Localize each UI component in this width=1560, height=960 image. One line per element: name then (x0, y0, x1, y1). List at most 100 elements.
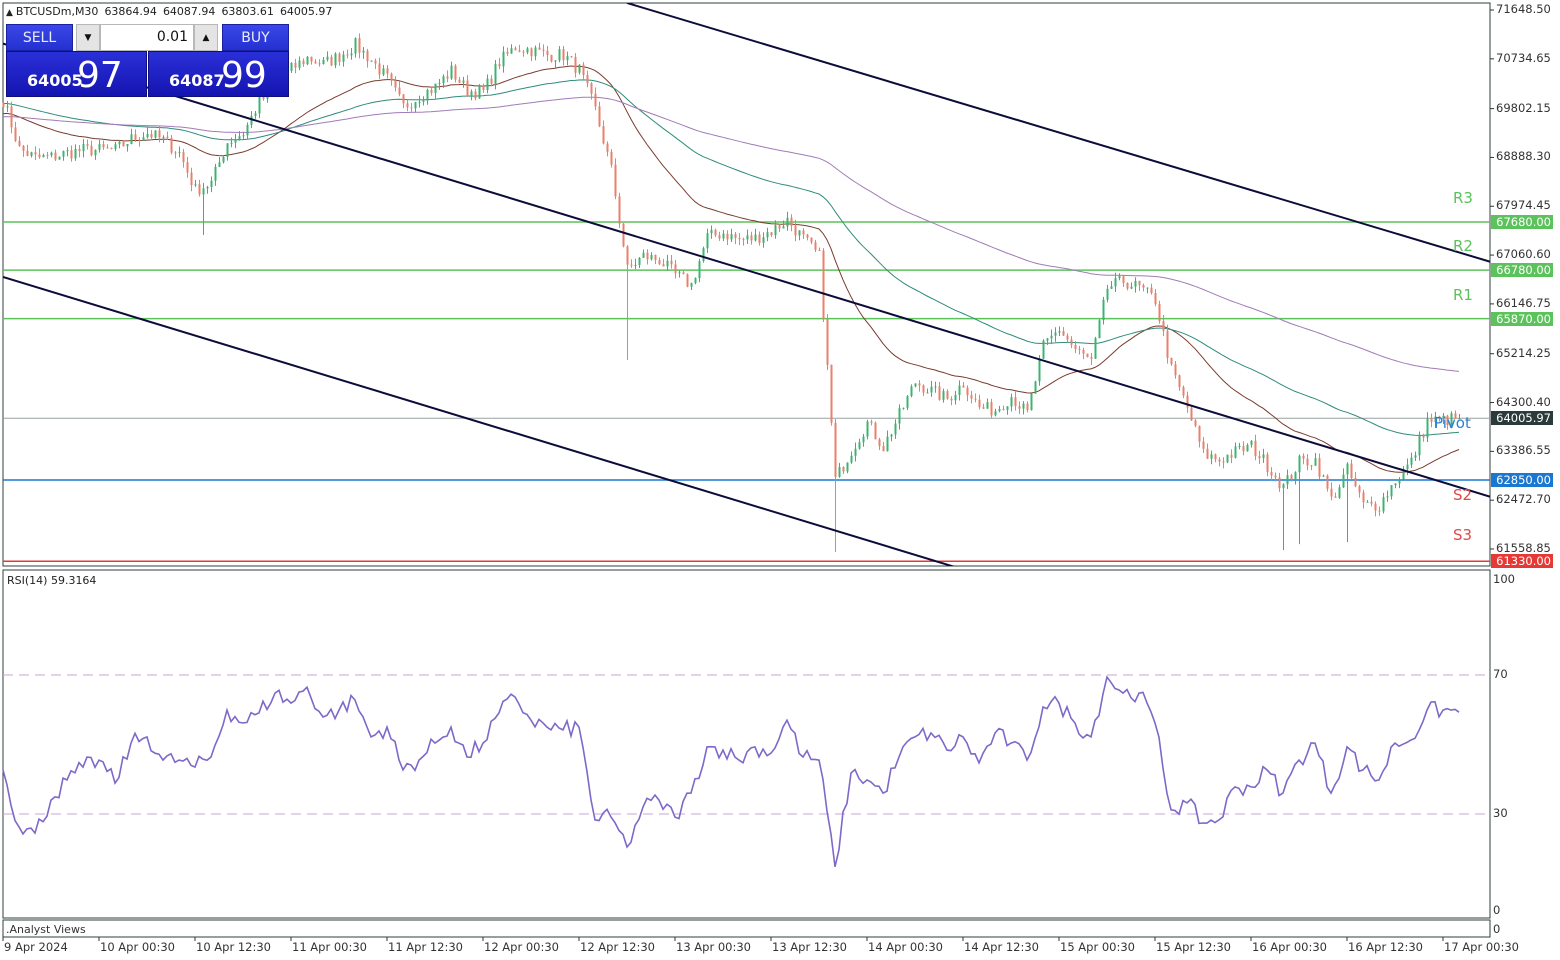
candle-body (598, 106, 601, 127)
candle-body (426, 89, 429, 101)
candle-body (58, 156, 61, 160)
candle-body (1118, 276, 1121, 279)
candle-body (1410, 457, 1413, 465)
candle-body (1214, 454, 1217, 460)
collapse-triangle-icon[interactable]: ▲ (6, 8, 13, 18)
candle-body (1166, 330, 1169, 358)
candle-body (294, 62, 297, 68)
sell-price-button[interactable]: 64005 97 (6, 51, 147, 97)
candle-body (554, 60, 557, 62)
candle-body (1450, 413, 1453, 426)
candle-body (374, 60, 377, 64)
level-label-r1: R1 (1453, 285, 1473, 304)
candle-body (830, 364, 833, 423)
candle-body (734, 234, 737, 238)
candle-body (1210, 454, 1213, 459)
candle-body (946, 391, 949, 399)
candle-body (714, 229, 717, 236)
candle-body (398, 87, 401, 95)
candle-body (874, 422, 877, 440)
candle-body (222, 156, 225, 163)
candle-body (574, 57, 577, 73)
candle-body (114, 144, 117, 149)
candle-body (46, 154, 49, 156)
price-tick-label: 67974.45 (1496, 198, 1551, 213)
candle-body (438, 83, 441, 85)
candle-body (606, 143, 609, 152)
candle-body (1282, 484, 1285, 489)
candle-body (998, 409, 1001, 412)
candle-body (1342, 474, 1345, 488)
candle-body (682, 272, 685, 275)
rsi-tick-label: 70 (1493, 667, 1508, 681)
candle-body (258, 96, 261, 114)
candle-body (1374, 503, 1377, 511)
candle-body (158, 130, 161, 138)
candle-body (758, 234, 761, 243)
candle-body (42, 154, 45, 158)
candle-body (1446, 415, 1449, 426)
candle-body (626, 246, 629, 265)
candle-body (1426, 418, 1429, 438)
candle-body (134, 134, 137, 140)
candle-body (126, 144, 129, 147)
candle-body (186, 162, 189, 173)
rsi-line (2, 675, 1460, 867)
candle-body (762, 237, 765, 243)
candle-body (1290, 475, 1293, 479)
lot-decrease-button[interactable]: ▼ (76, 24, 100, 51)
time-tick-label: 10 Apr 00:30 (100, 940, 175, 954)
candle-body (818, 249, 821, 251)
candle-body (906, 396, 909, 408)
candle-body (1114, 278, 1117, 287)
trendlines[interactable] (3, 3, 1491, 567)
price-tick-label: 63386.55 (1496, 443, 1551, 458)
candle-body (1162, 321, 1165, 331)
candle-body (886, 436, 889, 452)
rsi-pane-border (2, 569, 1491, 919)
trendline (626, 3, 1490, 263)
candle-body (1150, 287, 1153, 293)
candle-body (218, 162, 221, 167)
lot-increase-button[interactable]: ▲ (194, 24, 218, 51)
candle-body (394, 80, 397, 88)
candle-body (1286, 475, 1289, 485)
lot-size-input[interactable]: 0.01 (100, 24, 194, 51)
candle-body (474, 91, 477, 99)
candle-body (386, 68, 389, 74)
candle-body (314, 61, 317, 64)
candle-body (434, 83, 437, 93)
candle-body (1030, 393, 1033, 411)
candle-body (1322, 475, 1325, 477)
candle-body (1190, 407, 1193, 421)
candle-body (2, 102, 5, 107)
candle-body (1202, 441, 1205, 449)
level-price-box: 67680.00 (1491, 214, 1553, 229)
candle-body (1382, 497, 1385, 512)
candle-body (1386, 496, 1389, 498)
candle-body (1298, 455, 1301, 473)
candle-body (742, 239, 745, 241)
sell-button[interactable]: SELL (6, 24, 73, 51)
candle-body (154, 130, 157, 138)
candle-body (1002, 409, 1005, 411)
candle-body (738, 237, 741, 240)
candle-body (430, 89, 433, 93)
analyst-pane-border (2, 919, 1491, 938)
candle-body (814, 242, 817, 250)
candle-body (318, 63, 321, 65)
time-tick-label: 15 Apr 00:30 (1060, 940, 1135, 954)
candle-body (1046, 338, 1049, 341)
candle-body (990, 402, 993, 416)
candle-body (1314, 458, 1317, 466)
buy-price-button[interactable]: 64087 99 (148, 51, 289, 97)
candle-body (562, 49, 565, 61)
price-tick-label: 69802.15 (1496, 100, 1551, 115)
candle-body (226, 143, 229, 157)
chart-header: ▲ BTCUSDm,M30 63864.94 64087.94 63803.61 6400… (6, 5, 338, 18)
candle-body (462, 80, 465, 83)
candle-body (690, 283, 693, 287)
candle-body (14, 127, 17, 141)
buy-button[interactable]: BUY (222, 24, 289, 51)
